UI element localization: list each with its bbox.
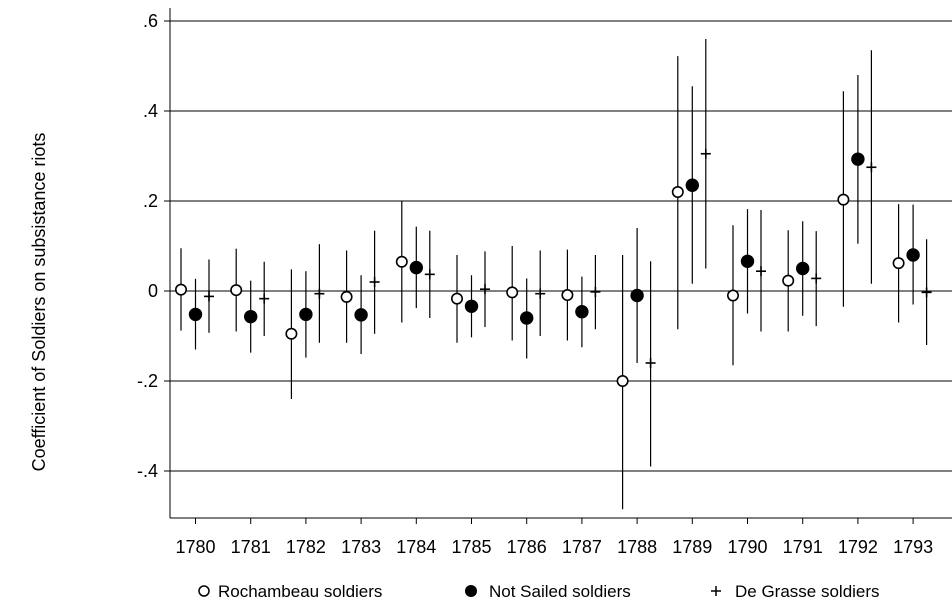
- x-tick-label: 1780: [175, 537, 215, 557]
- x-tick-label: 1786: [507, 537, 547, 557]
- legend-label: De Grasse soldiers: [735, 582, 880, 601]
- rochambeau-point: [340, 290, 353, 303]
- y-tick-label: .2: [143, 191, 158, 211]
- rochambeau-point: [782, 274, 795, 287]
- not-sailed-point: [188, 307, 203, 322]
- rochambeau-point: [506, 286, 519, 299]
- rochambeau-point: [671, 186, 684, 199]
- x-tick-label: 1793: [893, 537, 933, 557]
- rochambeau-point: [285, 327, 298, 340]
- grid-lines: [170, 20, 952, 472]
- y-tick-label: .6: [143, 11, 158, 31]
- rochambeau-point: [726, 289, 739, 302]
- x-tick-label: 1791: [783, 537, 823, 557]
- rochambeau-point: [230, 284, 243, 297]
- legend: Rochambeau soldiers Not Sailed soldiers De…: [198, 582, 880, 601]
- legend-filled-circle-icon: [465, 585, 477, 597]
- rochambeau-point: [450, 292, 463, 305]
- y-tick-label: -.4: [137, 461, 158, 481]
- rochambeau-point: [561, 289, 574, 302]
- x-tick-label: 1788: [617, 537, 657, 557]
- axes: [164, 8, 952, 524]
- not-sailed-point: [244, 309, 258, 324]
- not-sailed-point: [354, 308, 368, 322]
- confidence-intervals: [180, 39, 928, 510]
- not-sailed-point: [464, 299, 479, 313]
- x-tick-label: 1792: [838, 537, 878, 557]
- rochambeau-point: [175, 283, 188, 296]
- rochambeau-point: [837, 193, 850, 206]
- not-sailed-point: [575, 305, 589, 319]
- not-sailed-point: [740, 254, 755, 268]
- not-sailed-point: [520, 311, 534, 325]
- x-tick-label: 1789: [672, 537, 712, 557]
- not-sailed-point: [685, 178, 699, 192]
- x-tick-label: 1784: [396, 537, 436, 557]
- not-sailed-point: [299, 307, 313, 322]
- not-sailed-point: [796, 261, 810, 276]
- not-sailed-point: [409, 260, 423, 275]
- not-sailed-point: [630, 288, 644, 303]
- y-tick-label: .4: [143, 101, 158, 121]
- rochambeau-point: [616, 374, 629, 387]
- y-axis-label: Coefficient of Soldiers on subsistance r…: [29, 133, 49, 472]
- x-tick-label: 1782: [286, 537, 326, 557]
- point-markers: [175, 148, 932, 387]
- tick-labels: .6 .4 .2 0 -.2 -.4 1780 1781 1782 1783 1784 1785 178…: [137, 11, 933, 557]
- x-tick-label: 1785: [451, 537, 491, 557]
- legend-label: Not Sailed soldiers: [489, 582, 631, 601]
- x-tick-label: 1787: [562, 537, 602, 557]
- x-tick-label: 1781: [231, 537, 271, 557]
- legend-label: Rochambeau soldiers: [218, 582, 382, 601]
- legend-hollow-circle-icon: [198, 585, 210, 597]
- not-sailed-point: [906, 248, 920, 262]
- y-tick-label: 0: [148, 281, 158, 301]
- y-tick-label: -.2: [137, 371, 158, 391]
- not-sailed-point: [851, 152, 865, 166]
- rochambeau-point: [395, 255, 408, 268]
- x-tick-label: 1790: [727, 537, 767, 557]
- x-tick-label: 1783: [341, 537, 381, 557]
- rochambeau-point: [892, 257, 905, 270]
